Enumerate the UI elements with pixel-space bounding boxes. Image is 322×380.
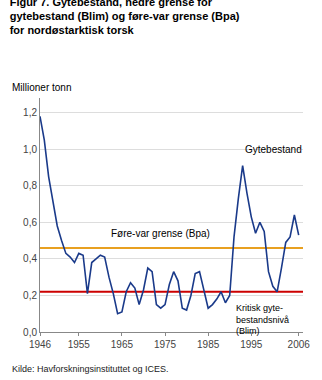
svg-text:Gytebestand: Gytebestand xyxy=(245,144,302,155)
svg-text:0,8: 0,8 xyxy=(23,180,37,191)
svg-text:0,2: 0,2 xyxy=(23,290,37,301)
svg-text:Kilde: Havforskningsinstitutte: Kilde: Havforskningsinstituttet og ICES. xyxy=(12,364,169,374)
svg-text:0,6: 0,6 xyxy=(23,217,37,228)
svg-text:1,2: 1,2 xyxy=(23,107,37,118)
svg-text:Kritisk gyte-bestandsnivå(Blim: Kritisk gyte-bestandsnivå(Blim) xyxy=(236,303,289,336)
svg-text:1946: 1946 xyxy=(29,339,52,350)
svg-text:Figur 7. Gytebestand, nedre gr: Figur 7. Gytebestand, nedre grense forgy… xyxy=(10,0,240,36)
svg-text:Millioner tonn: Millioner tonn xyxy=(12,82,71,93)
svg-text:1995: 1995 xyxy=(240,339,263,350)
svg-text:1975: 1975 xyxy=(154,339,177,350)
svg-text:0,4: 0,4 xyxy=(23,253,37,264)
svg-text:1985: 1985 xyxy=(197,339,220,350)
svg-text:2006: 2006 xyxy=(288,339,311,350)
svg-text:1965: 1965 xyxy=(111,339,134,350)
svg-text:1955: 1955 xyxy=(68,339,91,350)
svg-text:Føre-var grense (Bpa): Føre-var grense (Bpa) xyxy=(111,228,210,239)
svg-text:0,0: 0,0 xyxy=(23,327,37,338)
svg-text:1,0: 1,0 xyxy=(23,144,37,155)
